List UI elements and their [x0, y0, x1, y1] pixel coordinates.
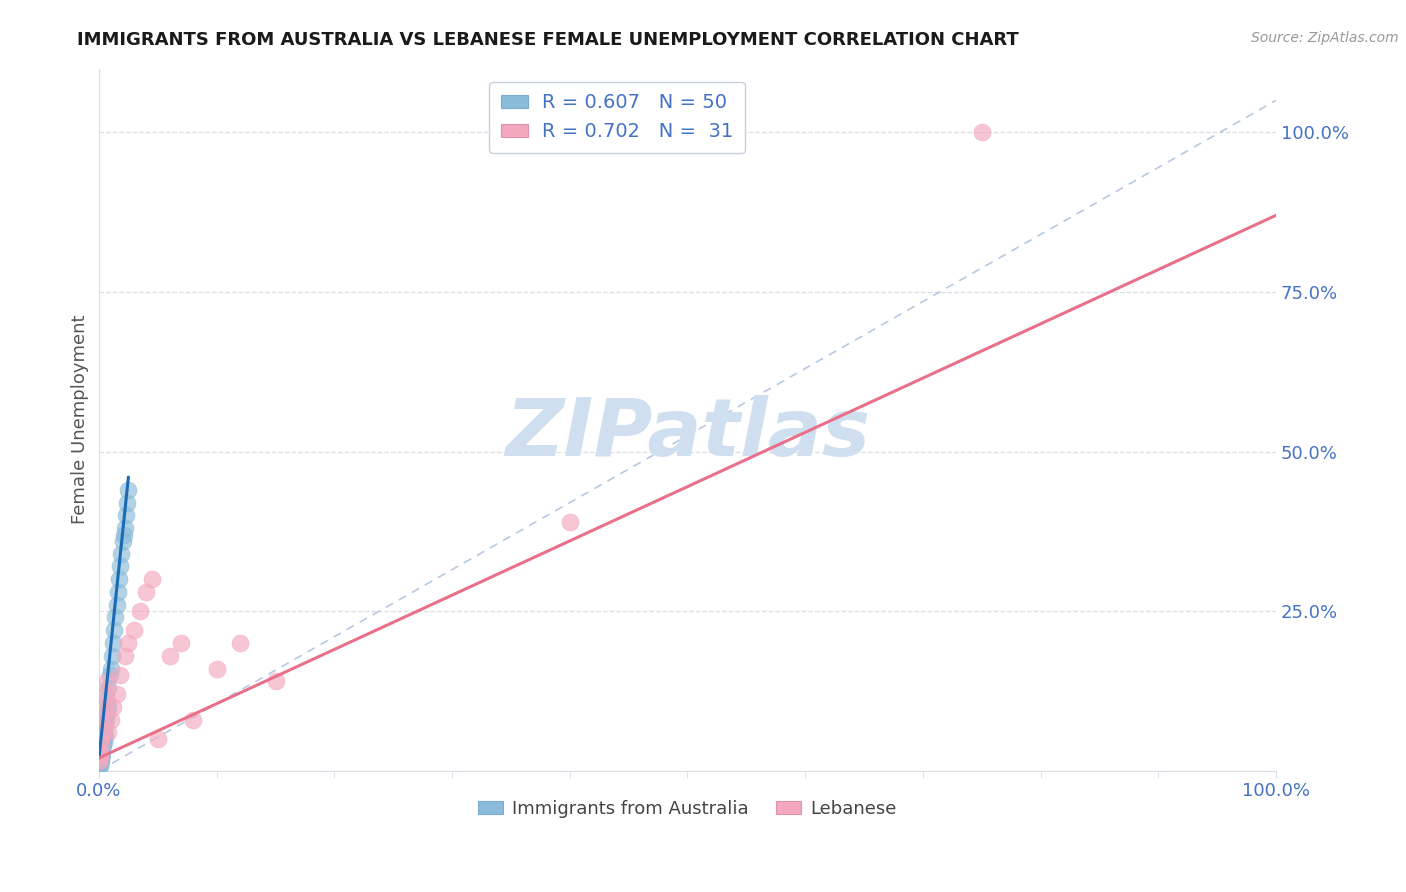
Point — [205, 662, 228, 676]
Point — [103, 624, 125, 638]
Point — [146, 731, 169, 746]
Point — [105, 687, 128, 701]
Point — [90, 741, 112, 756]
Point — [90, 747, 112, 762]
Point — [114, 648, 136, 663]
Point — [124, 624, 146, 638]
Point — [115, 508, 138, 523]
Text: IMMIGRANTS FROM AUSTRALIA VS LEBANESE FEMALE UNEMPLOYMENT CORRELATION CHART: IMMIGRANTS FROM AUSTRALIA VS LEBANESE FE… — [77, 31, 1019, 49]
Point — [93, 713, 115, 727]
Point — [89, 758, 111, 772]
Point — [96, 693, 118, 707]
Point — [101, 648, 124, 663]
Text: ZIPatlas: ZIPatlas — [505, 394, 870, 473]
Point — [97, 681, 120, 695]
Point — [89, 756, 111, 770]
Point — [101, 699, 124, 714]
Point — [98, 668, 121, 682]
Point — [159, 648, 181, 663]
Point — [89, 751, 111, 765]
Point — [89, 752, 111, 766]
Point — [89, 745, 111, 759]
Y-axis label: Female Unemployment: Female Unemployment — [72, 315, 89, 524]
Point — [96, 674, 118, 689]
Point — [229, 636, 252, 650]
Point — [101, 636, 124, 650]
Point — [135, 585, 157, 599]
Point — [107, 585, 129, 599]
Point — [94, 687, 117, 701]
Point — [112, 527, 135, 541]
Point — [91, 731, 114, 746]
Point — [89, 754, 111, 768]
Point — [105, 598, 128, 612]
Point — [89, 747, 111, 762]
Point — [93, 725, 115, 739]
Point — [100, 662, 122, 676]
Point — [89, 756, 111, 770]
Point — [90, 745, 112, 759]
Point — [115, 495, 138, 509]
Point — [100, 713, 122, 727]
Point — [89, 749, 111, 764]
Point — [90, 747, 112, 762]
Point — [90, 749, 112, 764]
Point — [90, 738, 112, 752]
Point — [91, 725, 114, 739]
Point — [89, 752, 111, 766]
Point — [90, 746, 112, 760]
Text: Source: ZipAtlas.com: Source: ZipAtlas.com — [1251, 31, 1399, 45]
Point — [89, 757, 111, 772]
Point — [104, 610, 127, 624]
Point — [181, 713, 204, 727]
Point — [94, 699, 117, 714]
Point — [108, 572, 131, 586]
Point — [89, 757, 111, 772]
Point — [108, 668, 131, 682]
Point — [558, 515, 581, 529]
Point — [89, 754, 111, 768]
Point — [91, 738, 114, 752]
Point — [89, 758, 111, 772]
Point — [94, 729, 117, 743]
Point — [90, 754, 112, 768]
Point — [141, 572, 163, 586]
Point — [108, 559, 131, 574]
Point — [96, 706, 118, 721]
Point — [170, 636, 193, 650]
Point — [114, 521, 136, 535]
Point — [97, 725, 120, 739]
Point — [90, 751, 112, 765]
Point — [111, 533, 134, 548]
Point — [90, 731, 112, 746]
Point — [94, 713, 117, 727]
Point — [110, 547, 132, 561]
Point — [970, 125, 993, 139]
Point — [89, 751, 111, 765]
Point — [117, 483, 139, 497]
Point — [264, 674, 287, 689]
Point — [90, 745, 112, 759]
Point — [93, 735, 115, 749]
Legend: Immigrants from Australia, Lebanese: Immigrants from Australia, Lebanese — [471, 792, 904, 825]
Point — [94, 719, 117, 733]
Point — [89, 754, 111, 768]
Point — [97, 699, 120, 714]
Point — [117, 636, 139, 650]
Point — [129, 604, 152, 618]
Point — [89, 747, 111, 762]
